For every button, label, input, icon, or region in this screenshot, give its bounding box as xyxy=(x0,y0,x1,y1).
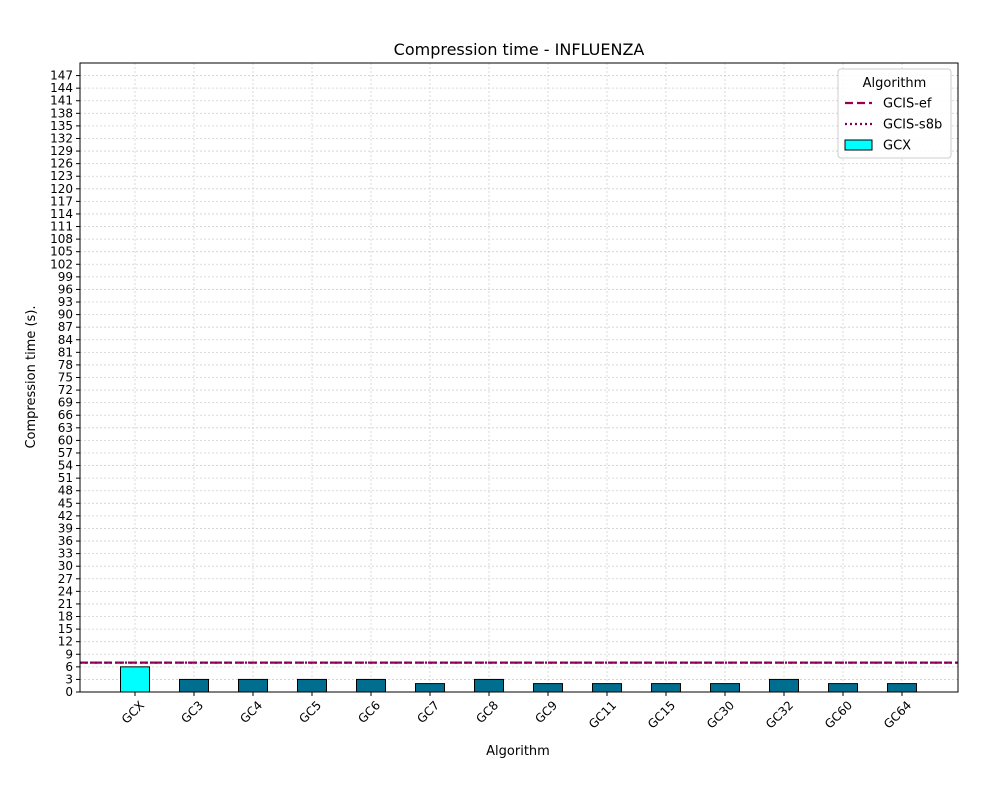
y-tick-label: 27 xyxy=(58,572,73,586)
y-tick-label: 42 xyxy=(58,509,73,523)
bar-gc8 xyxy=(474,678,504,693)
y-tick-label: 3 xyxy=(65,672,73,686)
bar-gc30 xyxy=(710,683,740,693)
y-tick-label: 63 xyxy=(58,421,73,435)
legend-label: GCIS-s8b xyxy=(883,118,942,133)
legend-label: GCIS-ef xyxy=(883,97,932,112)
y-tick-label: 9 xyxy=(65,647,73,661)
y-tick-label: 105 xyxy=(50,245,73,259)
y-tick-label: 51 xyxy=(58,471,73,485)
y-tick-label: 24 xyxy=(58,584,73,598)
y-tick-label: 60 xyxy=(58,433,73,447)
y-tick-label: 18 xyxy=(58,610,73,624)
y-tick-label: 78 xyxy=(58,358,73,372)
y-tick-label: 135 xyxy=(50,119,73,133)
bar-gc5 xyxy=(297,678,327,693)
y-tick-label: 48 xyxy=(58,484,73,498)
y-tick-label: 39 xyxy=(58,521,73,535)
y-tick-label: 147 xyxy=(50,69,73,83)
y-tick-label: 99 xyxy=(58,270,73,284)
bar-gc11 xyxy=(592,683,622,693)
y-tick-label: 102 xyxy=(50,257,73,271)
y-axis-title: Compression time (s). xyxy=(24,305,39,448)
bar-gcx xyxy=(120,666,150,693)
y-tick-label: 111 xyxy=(50,220,73,234)
y-tick-label: 144 xyxy=(50,81,73,95)
y-tick-label: 126 xyxy=(50,157,73,171)
y-tick-label: 15 xyxy=(58,622,73,636)
x-axis-title: Algorithm xyxy=(486,744,550,759)
legend-label: GCX xyxy=(883,139,911,154)
y-tick-label: 81 xyxy=(58,345,73,359)
y-tick-label: 108 xyxy=(50,232,73,246)
y-tick-label: 72 xyxy=(58,383,73,397)
bar-gc6 xyxy=(356,678,386,693)
grid-layer xyxy=(80,63,958,693)
bar-gc64 xyxy=(887,683,917,693)
y-tick-label: 123 xyxy=(50,169,73,183)
y-tick-label: 120 xyxy=(50,182,73,196)
y-tick-label: 93 xyxy=(58,295,73,309)
legend-entries: GCIS-ef GCIS-s8b GCX xyxy=(844,97,942,154)
y-tick-label: 138 xyxy=(50,106,73,120)
bar-gc9 xyxy=(533,683,563,693)
y-tick-label: 66 xyxy=(58,408,73,422)
legend-title: Algorithm xyxy=(863,76,927,91)
y-tick-label: 132 xyxy=(50,131,73,145)
y-tick-label: 6 xyxy=(65,660,73,674)
y-tick-label: 33 xyxy=(58,547,73,561)
y-tick-label: 114 xyxy=(50,207,73,221)
y-tick-label: 0 xyxy=(65,685,73,699)
chart-title: Compression time - INFLUENZA xyxy=(394,40,645,59)
y-tick-label: 30 xyxy=(58,559,73,573)
bar-gc60 xyxy=(828,683,858,693)
y-tick-label: 117 xyxy=(50,194,73,208)
y-tick-label: 45 xyxy=(58,496,73,510)
bar-gc32 xyxy=(769,678,799,693)
y-tick-label: 69 xyxy=(58,396,73,410)
bar-gc7 xyxy=(415,683,445,693)
bar-gc3 xyxy=(179,678,209,693)
y-tick-label: 84 xyxy=(58,333,73,347)
y-axis-ticks: 0369121518212427303336394245485154576063… xyxy=(50,69,80,699)
y-tick-label: 141 xyxy=(50,94,73,108)
legend: Algorithm GCIS-ef GCIS-s8b GCX xyxy=(837,68,952,159)
y-tick-label: 96 xyxy=(58,282,73,296)
y-tick-label: 21 xyxy=(58,597,73,611)
bars-layer xyxy=(120,666,917,693)
y-tick-label: 87 xyxy=(58,320,73,334)
y-tick-label: 90 xyxy=(58,308,73,322)
legend-swatch xyxy=(844,139,873,151)
y-tick-label: 54 xyxy=(58,459,73,473)
bar-gc4 xyxy=(238,678,268,693)
y-tick-label: 12 xyxy=(58,635,73,649)
y-tick-label: 75 xyxy=(58,371,73,385)
bar-gc15 xyxy=(651,683,681,693)
y-tick-label: 57 xyxy=(58,446,73,460)
y-tick-label: 36 xyxy=(58,534,73,548)
y-tick-label: 129 xyxy=(50,144,73,158)
legend-box xyxy=(837,68,952,159)
